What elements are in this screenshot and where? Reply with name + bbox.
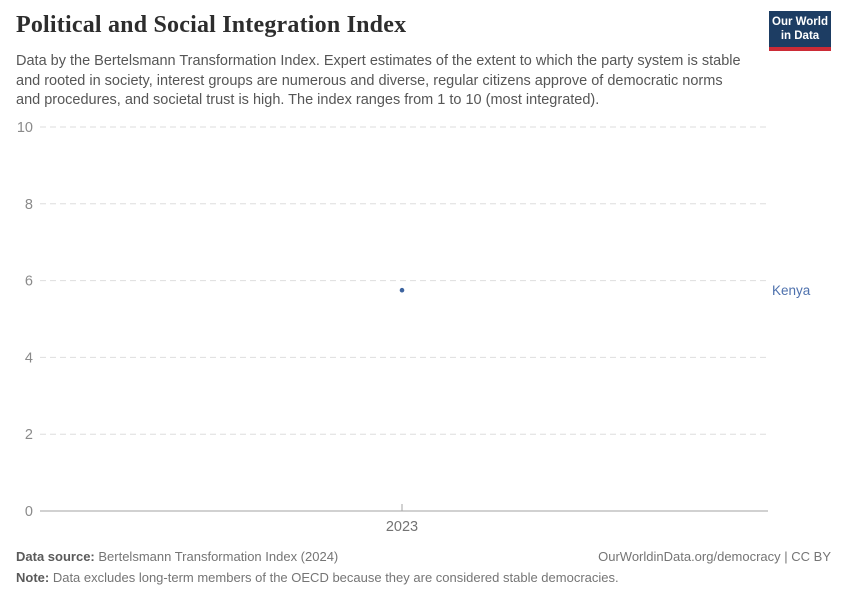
owid-logo[interactable]: Our World in Data [769,11,831,51]
y-tick-label: 8 [25,197,33,213]
note-line: Note: Data excludes long-term members of… [16,570,619,585]
license-link[interactable]: OurWorldinData.org/democracy | CC BY [598,549,831,564]
data-source-text: Bertelsmann Transformation Index (2024) [94,549,339,564]
y-tick-label: 4 [25,350,33,366]
x-tick-label: 2023 [386,519,418,535]
y-tick-label: 10 [17,120,33,136]
y-tick-label: 6 [25,274,33,290]
owid-logo-line2: in Data [780,29,820,42]
data-source-label: Data source: [16,549,95,564]
note-label: Note: [16,570,50,585]
entity-label-kenya[interactable]: Kenya [772,283,811,298]
chart-footer: Data source: Bertelsmann Transformation … [16,546,831,588]
y-tick-label: 2 [25,427,33,443]
note-text: Data excludes long-term members of the O… [49,570,619,585]
chart-subtitle: Data by the Bertelsmann Transformation I… [16,53,741,108]
data-point-kenya[interactable] [399,287,405,293]
chart-title: Political and Social Integration Index [16,12,407,38]
data-source-line: Data source: Bertelsmann Transformation … [16,546,338,567]
y-tick-label: 0 [25,504,33,520]
owid-logo-line1: Our World [772,16,829,28]
